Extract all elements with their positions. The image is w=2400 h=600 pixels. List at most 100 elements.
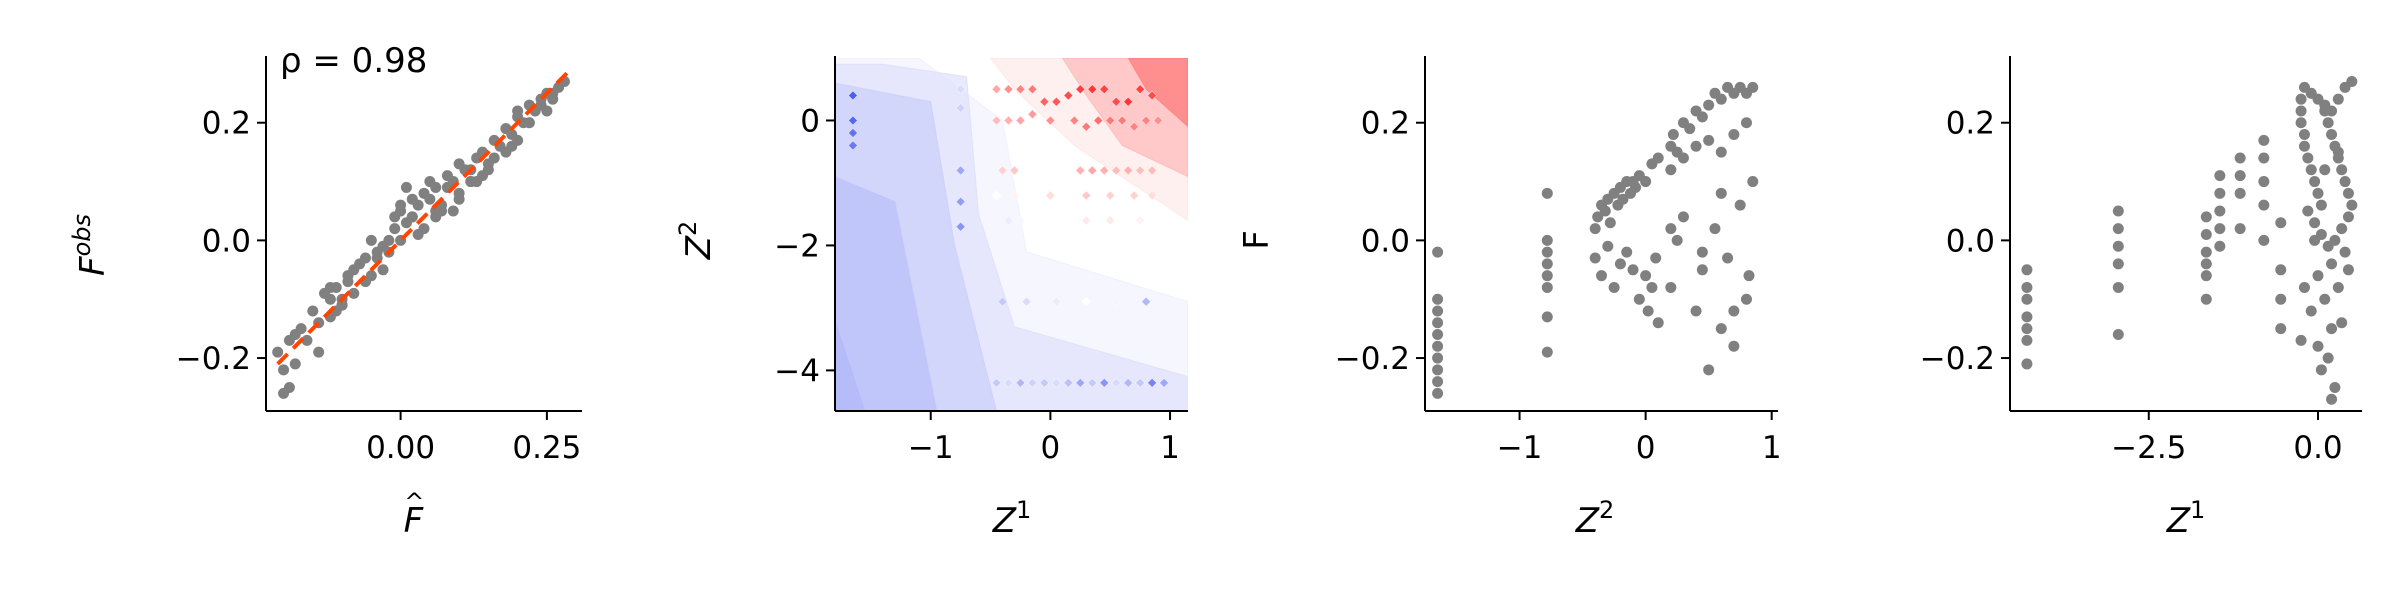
z2_vs_f-y-tick-label: 0.0 [1361,223,1410,259]
z2_vs_f-point [1592,211,1604,223]
contour-point [1027,215,1038,226]
z1_vs_f-point [2326,105,2338,117]
z1_vs_f-point [2112,205,2124,217]
z1_vs_f-point [2295,93,2307,105]
z2_vs_f-point [1432,293,1444,305]
z2_vs_f-point [1703,364,1715,376]
fit-point [348,287,360,299]
z2_vs_f-point [1665,281,1677,293]
contour-point [1111,165,1122,176]
contour-region [835,58,1188,411]
fit-point [482,164,494,176]
z2-plot-area [1432,81,1759,399]
fit-x-tick-label: 0.25 [512,430,581,466]
z1_vs_f-point [2200,270,2212,282]
fit-y-tick-label: 0.2 [202,106,251,142]
fit-point [506,140,518,152]
z1_vs_f-point [2214,205,2226,217]
fit-axes: 0.00 0.25 −0.2 0.0 0.2 [176,56,582,466]
z1_vs_f-point [2315,199,2327,211]
z1_vs_f-point [2326,393,2338,405]
fit-point [541,105,553,117]
panel-z2-vs-f: −1 0 1 −0.2 0.0 0.2 Z2 F [1237,56,1782,541]
fit-point [289,358,301,370]
contour-point [1153,215,1164,226]
z2_vs_f-point [1740,117,1752,129]
z2_vs_f-point [1709,223,1721,235]
z1_vs_f-point [2112,240,2124,252]
contour-point [955,84,966,95]
z1_vs_f-point [2258,176,2270,188]
contour-point [991,84,1002,95]
z1_vs_f-x-tick-label: 0.0 [2293,430,2342,466]
z1_vs_f-point [2200,246,2212,258]
z1_vs_f-point [2336,317,2348,329]
z2_vs_f-point [1734,199,1746,211]
contour-point [1135,215,1146,226]
z1_vs_f-point [2214,240,2226,252]
contour-point [1141,115,1152,126]
contour-point [1081,190,1092,201]
fit-point [465,176,477,188]
z1_vs_f-point [2112,329,2124,341]
fit-point [389,211,401,223]
z2_vs_f-point [1541,187,1553,199]
z2-y-label: F [1237,230,1277,250]
z1_vs_f-point [2309,234,2321,246]
z1_vs_f-x-tick-label: −2.5 [2111,430,2186,466]
contour-point [1051,377,1062,388]
contour-point [1141,296,1152,307]
z2_vs_f-point [1541,234,1553,246]
z1_vs_f-point [2275,323,2287,335]
contour-point [1063,90,1074,101]
fit-point [278,364,290,376]
contour-point [1009,190,1020,201]
contour-plot-area [835,58,1188,411]
fit-point [436,205,448,217]
z2_vs_f-point [1652,317,1664,329]
fit-point [313,346,325,358]
contour-point [1129,121,1140,132]
contour-region [835,82,998,411]
contour-y-tick-label: −2 [774,228,820,264]
z1_vs_f-y-tick-label: 0.2 [1946,106,1995,142]
z2_vs_f-x-tick-label: −1 [1497,430,1543,466]
contour-point [1003,84,1014,95]
fit-point [406,193,418,205]
z2_vs_f-point [1722,252,1734,264]
fit-point [430,181,442,193]
z2_vs_f-point [1614,258,1626,270]
contour-point [991,377,1002,388]
fit-point [324,293,336,305]
contour-point [1039,96,1050,107]
z2_vs_f-point [1432,329,1444,341]
contour-region [835,63,1188,411]
z1_vs_f-point [2021,293,2033,305]
z1-plot-area [2021,76,2358,405]
contour-point [1135,377,1146,388]
contour-point [1135,165,1146,176]
contour-y-tick-label: −4 [774,353,820,389]
panel-z1-vs-f: −2.5 0.0 −0.2 0.0 0.2 Z1 [1920,56,2362,541]
contour-point [1027,84,1038,95]
z2_vs_f-point [1677,211,1689,223]
contour-point [1045,115,1056,126]
z2_vs_f-point [1728,305,1740,317]
contour-point [955,221,966,232]
z2_vs_f-y-tick-label: −0.2 [1335,341,1410,377]
z2_vs_f-point [1677,152,1689,164]
z1_vs_f-point [2214,187,2226,199]
fit-regression-line [276,68,572,366]
z1_vs_f-point [2346,199,2358,211]
z2_vs_f-point [1432,352,1444,364]
contour-point [1147,165,1158,176]
z1_vs_f-point [2112,281,2124,293]
z1_vs_f-point [2021,358,2033,370]
contour-point [1147,377,1158,388]
z1_vs_f-point [2295,105,2307,117]
z1_vs_f-point [2200,229,2212,240]
z2-axes: −1 0 1 −0.2 0.0 0.2 [1335,56,1782,466]
z2_vs_f-point [1646,281,1658,293]
contour-point [1045,190,1056,201]
contour-point [1039,377,1050,388]
